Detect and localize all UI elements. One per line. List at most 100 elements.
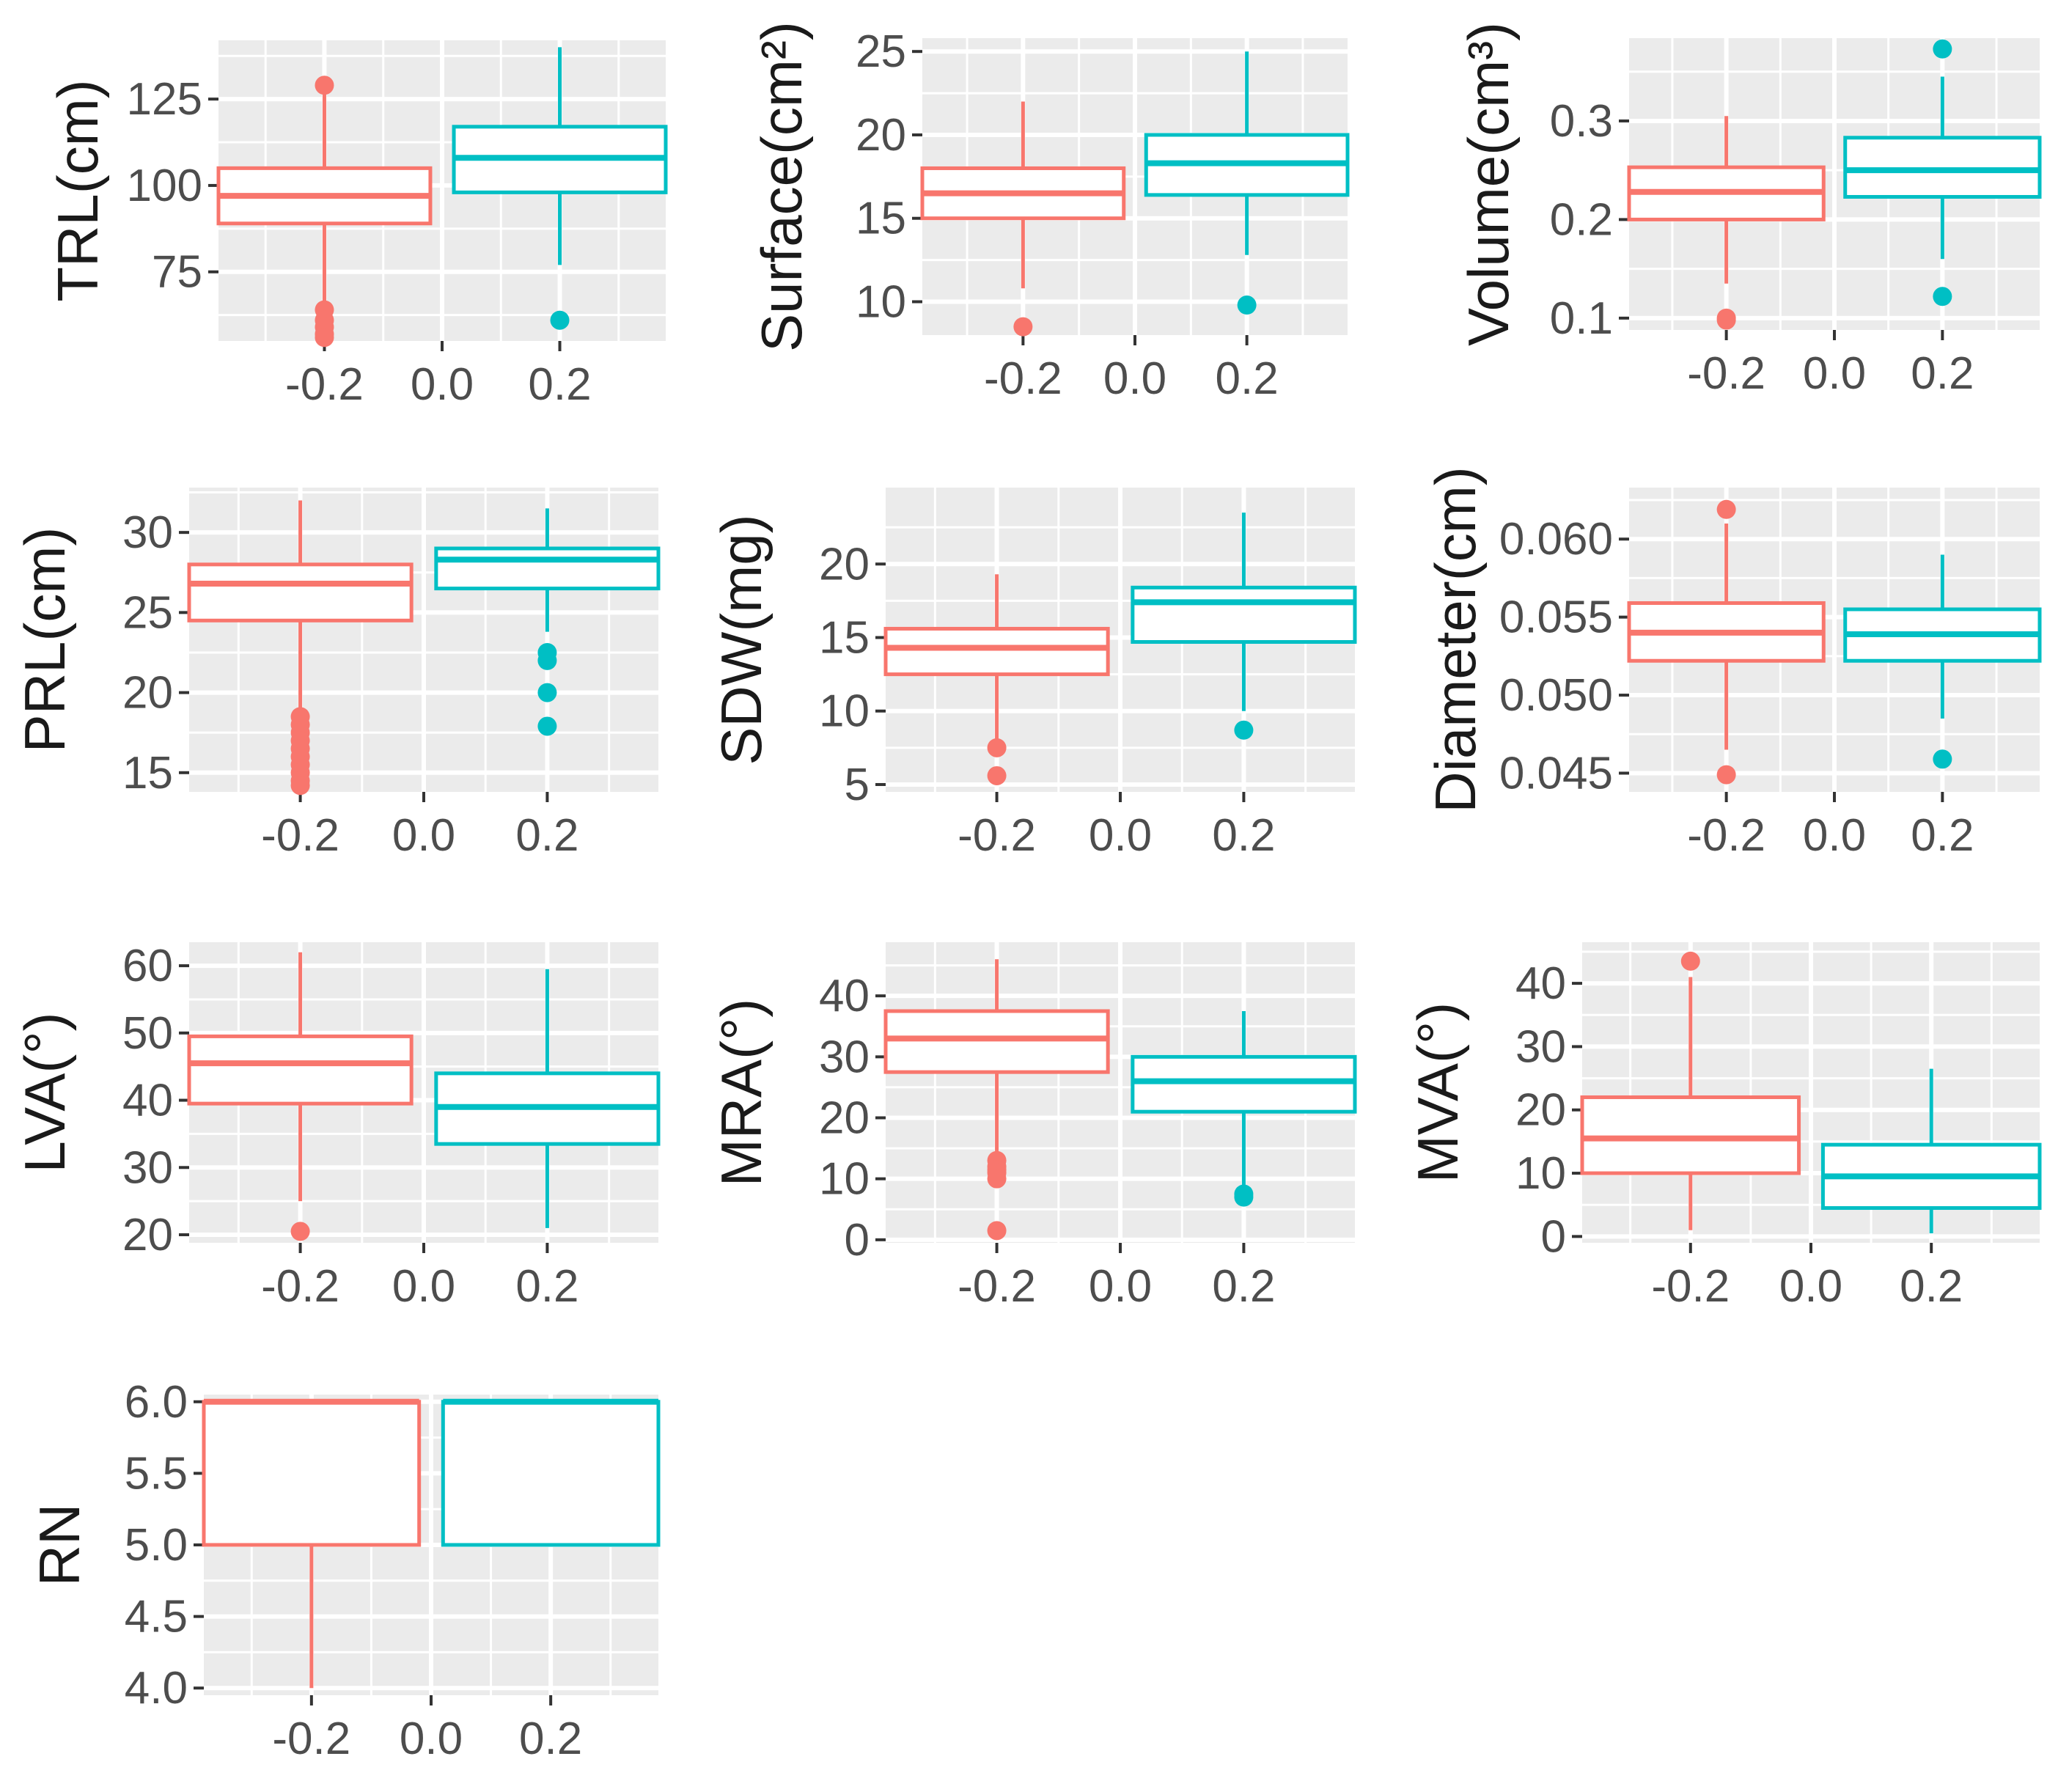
y-tick-label: 6.0 — [125, 1377, 188, 1428]
box-group-pos — [441, 1398, 661, 1547]
x-tick-label: 0.0 — [1803, 810, 1866, 861]
y-tick-label: 75 — [152, 247, 202, 298]
y-tick-label: 0.1 — [1550, 293, 1613, 344]
box — [434, 546, 661, 591]
y-tick-label: 25 — [122, 587, 173, 638]
x-tick-label: 0.0 — [1779, 1261, 1842, 1312]
y-tick-label: 125 — [127, 74, 202, 125]
y-tick-label: 0.050 — [1499, 670, 1613, 721]
box-group-neg — [187, 500, 414, 796]
x-tick-label: 0.0 — [392, 1261, 455, 1312]
outlier-point — [537, 716, 557, 736]
outlier-point — [1234, 720, 1254, 740]
outlier-point — [315, 76, 334, 95]
y-tick-label: 5.0 — [125, 1520, 188, 1571]
outlier-point — [1013, 317, 1033, 337]
panel-6: -0.2 0.0 0.2 0.045 0.050 0.055 0.060Diameter(c… — [1423, 466, 2042, 861]
box — [441, 1400, 661, 1547]
y-tick-label: 15 — [819, 612, 870, 663]
x-tick-label: 0.0 — [392, 810, 455, 861]
outlier-point — [1716, 765, 1736, 785]
outlier-point — [1716, 499, 1736, 519]
y-tick-label: 20 — [856, 110, 906, 161]
x-tick-label: -0.2 — [261, 810, 339, 861]
box-group-neg — [920, 101, 1126, 337]
box-group-pos — [434, 508, 661, 736]
x-tick-label: 0.2 — [1911, 810, 1974, 861]
box-group-pos — [434, 969, 661, 1228]
box-group-neg — [216, 76, 433, 348]
y-tick-label: 60 — [122, 941, 173, 991]
x-tick-label: 0.2 — [519, 1714, 582, 1764]
y-tick-label: 0.2 — [1550, 194, 1613, 245]
panel-4: -0.2 0.0 0.2 15 20 25 30 PRL(cm) — [12, 488, 661, 861]
y-tick-label: 5 — [845, 760, 870, 810]
x-tick-label: 0.2 — [1900, 1261, 1963, 1312]
outlier-point — [1716, 310, 1736, 330]
y-tick-label: 20 — [122, 668, 173, 719]
y-tick-label: 40 — [122, 1076, 173, 1126]
y-axis-label: SDW(mg) — [709, 514, 773, 765]
x-tick-label: 0.0 — [1089, 810, 1152, 861]
y-tick-label: 4.0 — [125, 1663, 188, 1714]
box-group-pos — [1131, 513, 1357, 740]
box — [1131, 1054, 1357, 1114]
box-group-neg — [883, 574, 1110, 785]
y-axis-label: TRL(cm) — [45, 79, 110, 301]
y-tick-label: 100 — [127, 161, 202, 211]
panel-1: -0.2 0.0 0.2 75 100 125 TRL(cm) — [45, 40, 668, 410]
x-tick-label: 0.0 — [400, 1714, 463, 1764]
y-tick-label: 15 — [856, 194, 906, 244]
x-tick-label: -0.2 — [261, 1261, 339, 1312]
x-tick-label: -0.2 — [272, 1714, 350, 1764]
x-tick-label: -0.2 — [1651, 1261, 1730, 1312]
x-tick-label: -0.2 — [984, 353, 1062, 404]
y-tick-label: 0.3 — [1550, 96, 1613, 147]
x-tick-label: 0.2 — [1911, 348, 1974, 399]
y-tick-label: 15 — [122, 748, 173, 798]
box — [202, 1400, 422, 1547]
box-group-pos — [1843, 554, 2042, 769]
y-axis-label: PRL(cm) — [12, 527, 77, 753]
outlier-point — [1680, 951, 1700, 971]
x-tick-label: 0.2 — [528, 359, 591, 410]
panel-5: -0.2 0.0 0.2 5 10 15 20 SDW(mg) — [709, 488, 1357, 861]
box-group-neg — [1627, 116, 1826, 330]
x-tick-label: 0.2 — [515, 1261, 578, 1312]
box — [883, 1009, 1110, 1074]
x-tick-label: 0.2 — [1212, 810, 1275, 861]
box-group-pos — [1820, 1068, 2042, 1234]
outlier-point — [987, 1221, 1007, 1241]
outlier-point — [290, 776, 310, 796]
outlier-point — [1234, 1187, 1254, 1207]
outlier-point — [1933, 287, 1952, 306]
y-tick-label: 0 — [1541, 1211, 1566, 1262]
y-tick-label: 20 — [1515, 1085, 1566, 1136]
y-tick-label: 40 — [819, 971, 870, 1021]
y-axis-label: Surface(cm²) — [749, 21, 814, 352]
box-group-neg — [883, 959, 1110, 1241]
panel-7: -0.2 0.0 0.2 20 30 40 50 60 LVA(°) — [12, 941, 661, 1312]
y-axis-label: RN — [27, 1504, 92, 1587]
y-axis-label: LVA(°) — [12, 1013, 77, 1173]
x-tick-label: 0.0 — [1089, 1261, 1152, 1312]
y-tick-label: 0 — [845, 1215, 870, 1266]
y-tick-label: 30 — [122, 507, 173, 558]
y-tick-label: 4.5 — [125, 1592, 188, 1642]
box-group-pos — [1843, 39, 2042, 306]
y-tick-label: 10 — [819, 1154, 870, 1205]
y-tick-label: 40 — [1515, 958, 1566, 1009]
y-tick-label: 5.5 — [125, 1448, 188, 1499]
box-group-neg — [1627, 499, 1826, 785]
box-group-neg — [202, 1398, 422, 1689]
y-tick-label: 25 — [856, 26, 906, 77]
panel-10: -0.2 0.0 0.2 4.0 4.5 5.0 5.5 6.0 RN — [27, 1377, 661, 1764]
x-tick-label: -0.2 — [958, 810, 1036, 861]
x-tick-label: 0.2 — [1212, 1261, 1275, 1312]
y-axis-label: Volume(cm³) — [1456, 22, 1521, 346]
box-group-pos — [452, 47, 668, 330]
outlier-point — [537, 650, 557, 670]
y-tick-label: 0.060 — [1499, 514, 1613, 565]
y-tick-label: 50 — [122, 1008, 173, 1059]
x-tick-label: -0.2 — [1687, 348, 1765, 399]
